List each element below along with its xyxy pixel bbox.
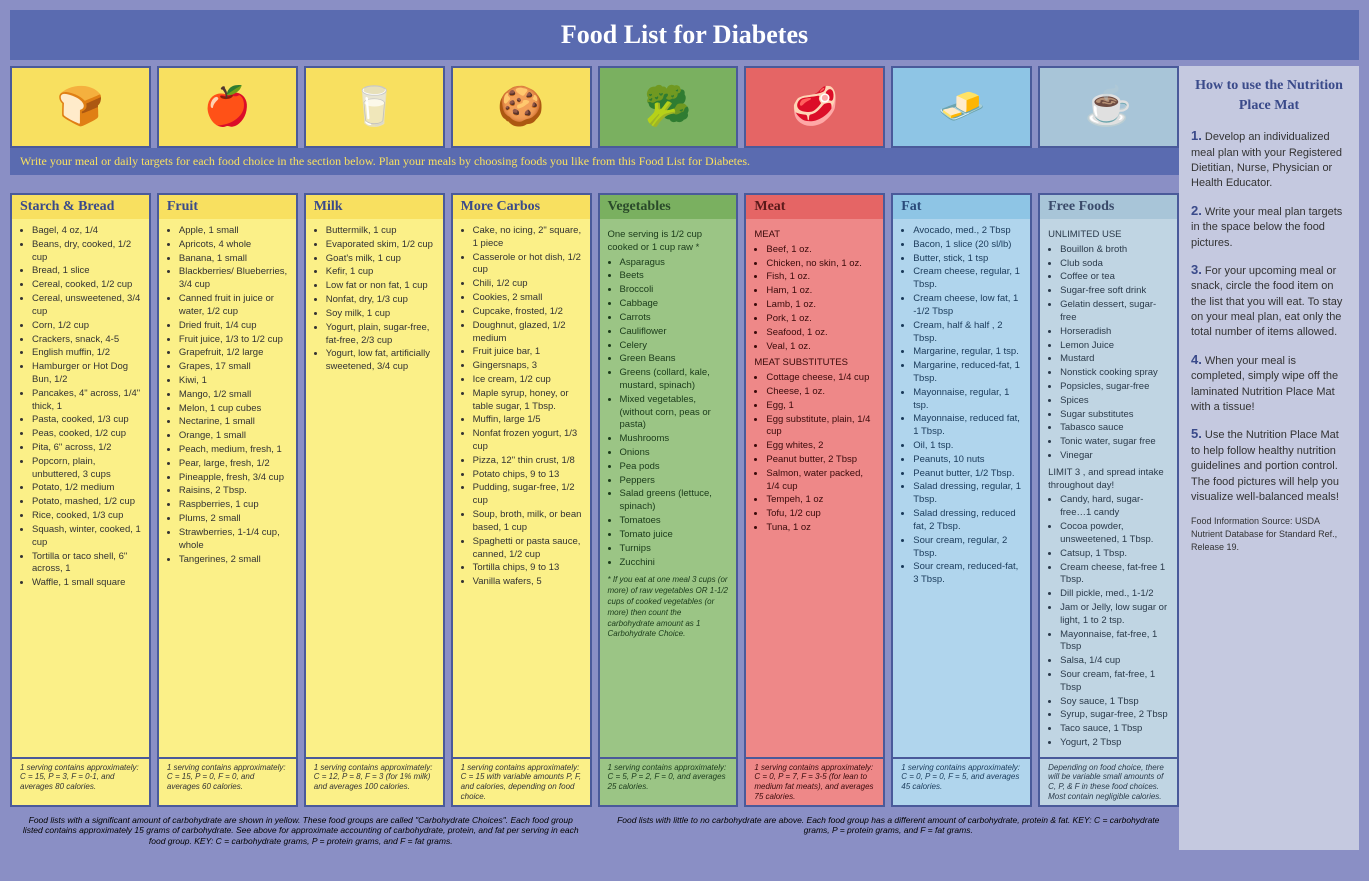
icon-starch: 🍞 [10,66,151,148]
page-title: Food List for Diabetes [10,10,1359,60]
col-title-starch: Starch & Bread [10,193,151,219]
col-footer-veg: 1 serving contains approximately: C = 5,… [598,759,739,807]
icon-fruit: 🍎 [157,66,298,148]
sidebar-step-3: 3. For your upcoming meal or snack, circ… [1191,261,1347,341]
food-grid: 🍞🍎🥛🍪🥦🥩🧈☕ Write your meal or daily target… [10,66,1179,850]
icon-milk: 🥛 [304,66,445,148]
icon-meat: 🥩 [744,66,885,148]
icon-free: ☕ [1038,66,1179,148]
bottom-note-noncarb: Food lists with little to no carbohydrat… [598,811,1180,850]
bottom-note-carb: Food lists with a significant amount of … [10,811,592,850]
col-body-free: UNLIMITED USEBouillon & brothClub sodaCo… [1038,219,1179,759]
col-body-fruit: Apple, 1 smallApricots, 4 wholeBanana, 1… [157,219,298,759]
sidebar-step-2: 2. Write your meal plan targets in the s… [1191,202,1347,251]
col-title-fat: Fat [891,193,1032,219]
col-title-milk: Milk [304,193,445,219]
col-title-fruit: Fruit [157,193,298,219]
col-title-veg: Vegetables [598,193,739,219]
col-footer-carbs: 1 serving contains approximately: C = 15… [451,759,592,807]
col-body-carbs: Cake, no icing, 2" square, 1 pieceCasser… [451,219,592,759]
col-body-fat: Avocado, med., 2 TbspBacon, 1 slice (20 … [891,219,1032,759]
col-body-starch: Bagel, 4 oz, 1/4Beans, dry, cooked, 1/2 … [10,219,151,759]
col-footer-meat: 1 serving contains approximately: C = 0,… [744,759,885,807]
col-title-free: Free Foods [1038,193,1179,219]
col-footer-fruit: 1 serving contains approximately: C = 15… [157,759,298,807]
sidebar-howto: How to use the Nutrition Place Mat 1. De… [1179,66,1359,850]
icon-fat: 🧈 [891,66,1032,148]
col-body-milk: Buttermilk, 1 cupEvaporated skim, 1/2 cu… [304,219,445,759]
sidebar-step-1: 1. Develop an individualized meal plan w… [1191,127,1347,192]
icon-veg: 🥦 [598,66,739,148]
sidebar-title: How to use the Nutrition Place Mat [1191,76,1347,115]
sidebar-source: Food Information Source: USDA Nutrient D… [1191,515,1347,553]
col-body-veg: One serving is 1/2 cup cooked or 1 cup r… [598,219,739,759]
col-footer-starch: 1 serving contains approximately: C = 15… [10,759,151,807]
col-body-meat: MEATBeef, 1 oz.Chicken, no skin, 1 oz.Fi… [744,219,885,759]
instruction-band: Write your meal or daily targets for eac… [10,148,1179,175]
sidebar-step-5: 5. Use the Nutrition Place Mat to help f… [1191,425,1347,505]
sidebar-step-4: 4. When your meal is completed, simply w… [1191,351,1347,416]
col-footer-fat: 1 serving contains approximately: C = 0,… [891,759,1032,807]
col-footer-free: Depending on food choice, there will be … [1038,759,1179,807]
col-title-meat: Meat [744,193,885,219]
col-footer-milk: 1 serving contains approximately: C = 12… [304,759,445,807]
icon-carbs: 🍪 [451,66,592,148]
col-title-carbs: More Carbos [451,193,592,219]
